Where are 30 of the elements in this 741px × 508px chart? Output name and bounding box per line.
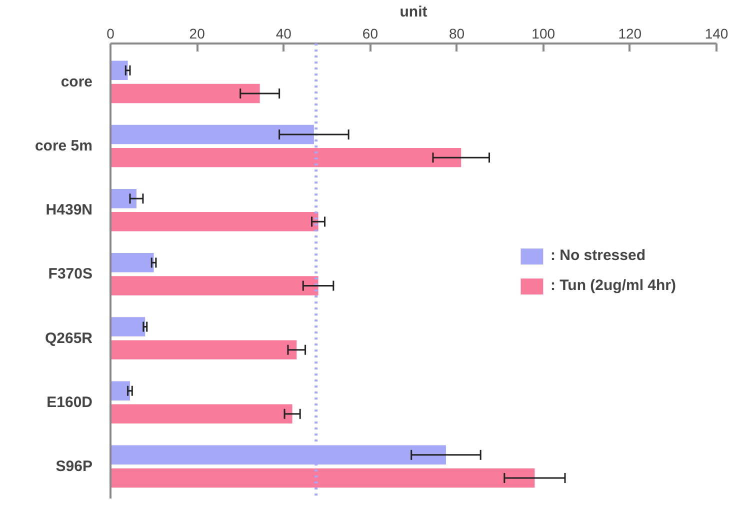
bar bbox=[110, 253, 154, 272]
x-tick-label: 80 bbox=[449, 26, 465, 42]
x-tick-label: 140 bbox=[704, 26, 728, 42]
bar bbox=[110, 188, 136, 208]
y-tick-label: core 5m bbox=[34, 138, 93, 155]
bar bbox=[110, 404, 292, 424]
x-tick-label: 120 bbox=[618, 26, 642, 42]
y-tick-label: core bbox=[60, 73, 93, 90]
y-tick-label: E160D bbox=[46, 394, 93, 411]
legend-label: : Tun (2ug/ml 4hr) bbox=[550, 277, 676, 294]
y-tick-label: H439N bbox=[46, 202, 93, 219]
x-tick-label: 100 bbox=[532, 26, 556, 42]
x-tick-label: 60 bbox=[362, 26, 378, 42]
bar bbox=[110, 212, 318, 232]
y-tick-label: F370S bbox=[48, 266, 93, 283]
x-tick-label: 20 bbox=[189, 26, 206, 42]
bar bbox=[110, 381, 130, 400]
x-axis-title: unit bbox=[400, 4, 428, 20]
bar bbox=[110, 340, 297, 360]
legend-label: : No stressed bbox=[550, 247, 646, 264]
y-tick-label: S96P bbox=[56, 458, 93, 475]
y-tick-label: Q265R bbox=[44, 330, 93, 347]
bar bbox=[110, 468, 535, 488]
x-tick-label: 0 bbox=[106, 26, 115, 42]
bar bbox=[110, 276, 318, 296]
bar bbox=[110, 60, 128, 80]
bar bbox=[110, 148, 462, 168]
bar bbox=[110, 317, 146, 336]
bar bbox=[110, 84, 260, 104]
x-tick-label: 40 bbox=[276, 26, 292, 42]
